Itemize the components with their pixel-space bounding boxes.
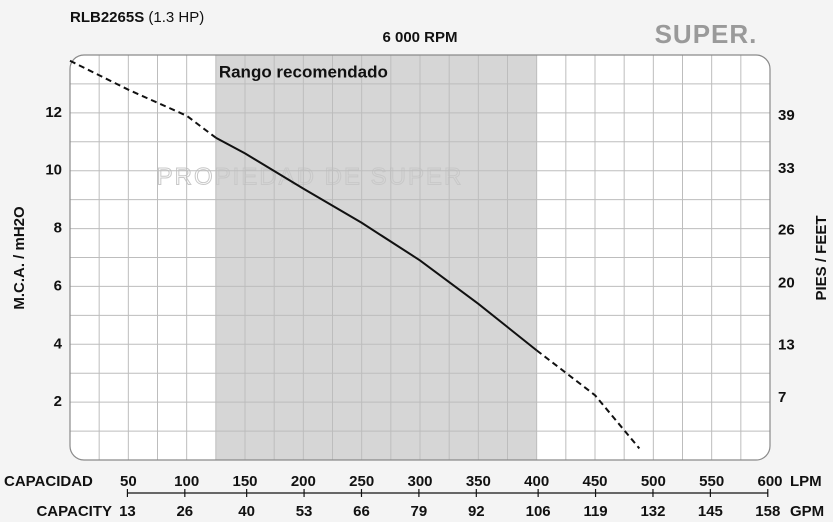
x2-tick-label: 40 [238,503,255,520]
y-tick-label: 12 [45,104,62,121]
x2-tick-label: 66 [353,503,370,520]
x2-tick-label: 158 [755,503,780,520]
y2-tick-label: 33 [778,160,795,177]
y2-tick-label: 13 [778,336,795,353]
plot-content: PROPIEDAD DE SUPER [70,55,770,460]
model: RLB2265S [70,9,144,26]
band-label: Rango recomendado [219,62,388,81]
x-axis-title: CAPACIDAD [4,473,93,490]
y-tick-label: 10 [45,162,62,179]
x2-tick-label: 106 [526,503,551,520]
x-tick-label: 50 [120,473,137,490]
x-tick-label: 500 [641,473,666,490]
x2-axis-unit: GPM [790,503,824,520]
y-tick-label: 4 [54,335,63,352]
x2-axis-title: CAPACITY [36,503,112,520]
x-tick-label: 100 [174,473,199,490]
x-tick-label: 400 [524,473,549,490]
x2-tick-label: 119 [583,503,607,520]
y2-tick-label: 26 [778,222,795,239]
x2-tick-label: 13 [119,503,136,520]
pump-curve [69,59,217,139]
brand-logo: SUPER. [655,19,758,49]
plot: PROPIEDAD DE SUPER Rango recomendado [69,54,771,461]
x-tick-label: 550 [699,473,724,490]
x-tick-label: 200 [291,473,316,490]
y2-axis-title: PIES / FEET [813,215,830,300]
x2-tick-label: 79 [411,503,428,520]
power: (1.3 HP) [148,9,204,26]
x2-tick-label: 53 [296,503,313,520]
y-tick-label: 2 [54,393,62,410]
y-tick-label: 8 [54,220,62,237]
x2-tick-label: 26 [176,503,193,520]
x-tick-label: 300 [407,473,432,490]
x2-tick-label: 145 [698,503,723,520]
x2-tick-label: 92 [468,503,485,520]
x-tick-label: 250 [349,473,374,490]
x-tick-label: 600 [757,473,782,490]
y-axis-title: M.C.A. / mH2O [11,206,28,310]
subtitle: 6 000 RPM [382,29,457,46]
x-tick-label: 150 [232,473,257,490]
pump-curve [215,136,538,352]
pump-curve [536,349,641,450]
y2-tick-label: 39 [778,107,795,124]
x2-tick-label: 132 [640,503,665,520]
plot-border [69,54,771,461]
chart-title: RLB2265S (1.3 HP) [70,9,204,26]
x-axis-unit: LPM [790,473,822,490]
y-tick-label: 6 [54,277,62,294]
x-tick-label: 450 [582,473,607,490]
watermark: PROPIEDAD DE SUPER [157,163,464,190]
y2-tick-label: 20 [778,275,795,292]
x-tick-label: 350 [466,473,491,490]
y2-tick-label: 7 [778,389,786,406]
